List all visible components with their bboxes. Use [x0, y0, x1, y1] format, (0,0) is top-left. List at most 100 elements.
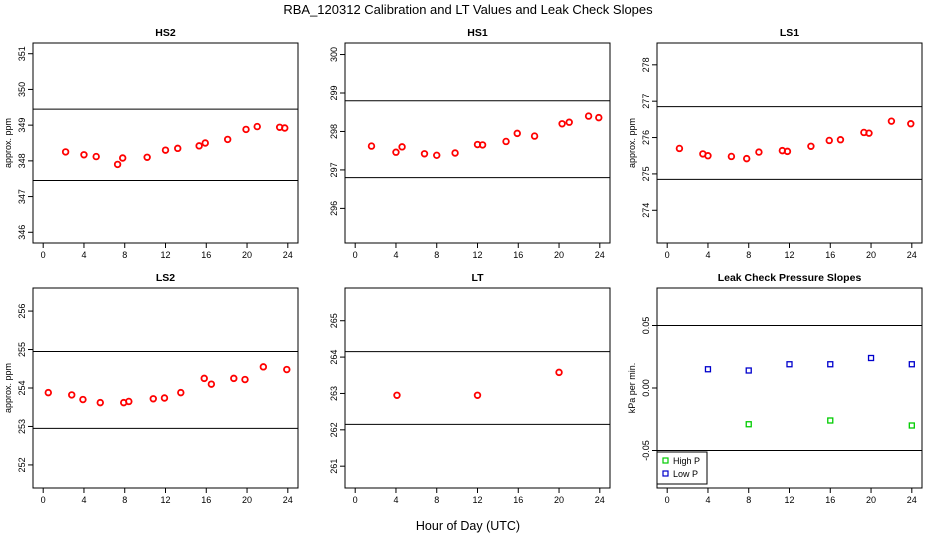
data-point — [908, 361, 915, 368]
y-tick-label: 351 — [17, 46, 27, 61]
data-point — [473, 391, 482, 399]
panel-2: LS1 0 4 8 12 16 20 24 274 275 276 277 278 approx. ppm — [627, 27, 923, 260]
plot-frame — [344, 42, 611, 244]
data-point — [807, 142, 815, 150]
data-point — [125, 397, 133, 406]
data-point — [398, 143, 406, 151]
y-axis-label: approx. ppm — [3, 363, 13, 413]
data-point — [786, 361, 793, 368]
y-tick-label: 265 — [329, 313, 339, 328]
x-tick-label: 0 — [41, 495, 46, 505]
x-tick-label: 16 — [513, 495, 523, 505]
y-tick-label: 264 — [329, 350, 339, 365]
data-point — [584, 112, 593, 120]
data-point — [675, 144, 684, 153]
x-tick-label: 16 — [201, 250, 211, 260]
data-point — [241, 375, 249, 384]
data-point — [783, 147, 792, 156]
y-tick-label: 296 — [329, 201, 339, 216]
panel-4: LT 0 4 8 12 16 20 24 261 262 263 264 265 — [329, 272, 611, 505]
panel-5: Leak Check Pressure Slopes 0 4 8 12 16 20 24 -0.… — [627, 272, 923, 505]
y-tick-label: 297 — [329, 162, 339, 177]
x-tick-label: 24 — [283, 495, 293, 505]
y-tick-label: 253 — [17, 419, 27, 434]
data-point — [200, 374, 208, 383]
plot-frame — [656, 42, 923, 244]
y-tick-label: 0.00 — [641, 379, 651, 397]
data-point — [595, 113, 603, 122]
data-point — [174, 144, 182, 153]
plot-frame — [344, 287, 611, 489]
data-point — [259, 363, 268, 371]
x-tick-label: 12 — [160, 495, 170, 505]
y-tick-label: 347 — [17, 189, 27, 204]
x-tick-label: 12 — [784, 495, 794, 505]
x-tick-label: 0 — [41, 250, 46, 260]
x-tick-label: 24 — [907, 250, 917, 260]
legend-marker — [662, 470, 669, 477]
data-point — [113, 160, 122, 169]
data-point — [230, 374, 238, 383]
y-tick-label: 350 — [17, 82, 27, 97]
x-tick-label: 24 — [595, 495, 605, 505]
data-point — [755, 148, 763, 156]
legend-marker — [662, 457, 669, 464]
data-point — [827, 361, 834, 368]
data-point — [143, 153, 151, 161]
data-point — [283, 365, 291, 374]
data-point — [745, 367, 752, 374]
y-tick-label: 278 — [641, 57, 651, 72]
x-tick-label: 8 — [746, 250, 751, 260]
panel-1: HS1 0 4 8 12 16 20 24 296 297 298 299 300 — [329, 27, 611, 260]
data-point — [420, 150, 429, 158]
panel-3: LS2 0 4 8 12 16 20 24 252 253 254 255 256 approx. ppm — [3, 272, 299, 505]
x-tick-label: 4 — [81, 495, 86, 505]
data-point — [827, 417, 834, 424]
x-tick-label: 20 — [242, 250, 252, 260]
data-point — [555, 368, 563, 377]
data-point — [865, 129, 873, 137]
data-point — [908, 422, 915, 429]
data-point — [253, 122, 261, 131]
x-tick-label: 16 — [513, 250, 523, 260]
data-point — [478, 141, 487, 149]
x-tick-label: 12 — [784, 250, 794, 260]
x-tick-label: 0 — [353, 495, 358, 505]
y-tick-label: 348 — [17, 153, 27, 168]
x-tick-label: 16 — [825, 250, 835, 260]
data-point — [392, 148, 400, 156]
legend-box — [656, 451, 708, 485]
y-tick-label: -0.05 — [641, 440, 651, 461]
x-tick-label: 24 — [283, 250, 293, 260]
data-point — [704, 366, 712, 373]
x-tick-label: 20 — [554, 250, 564, 260]
x-tick-label: 24 — [595, 250, 605, 260]
figure-title: RBA_120312 Calibration and LT Values and… — [283, 2, 653, 17]
data-point — [836, 136, 845, 144]
x-tick-label: 24 — [907, 495, 917, 505]
x-tick-label: 8 — [434, 495, 439, 505]
data-point — [92, 152, 100, 161]
y-axis-label: approx. ppm — [3, 118, 13, 168]
data-point — [242, 125, 250, 134]
y-tick-label: 274 — [641, 203, 651, 218]
y-tick-label: 252 — [17, 457, 27, 472]
y-axis-label: kPa per min. — [627, 363, 637, 414]
data-point — [393, 391, 401, 399]
data-point — [149, 395, 157, 403]
y-tick-label: 275 — [641, 166, 651, 181]
x-tick-label: 4 — [705, 250, 710, 260]
y-tick-label: 299 — [329, 85, 339, 100]
data-point — [160, 394, 169, 402]
data-point — [79, 395, 87, 404]
x-tick-label: 0 — [353, 250, 358, 260]
y-tick-label: 256 — [17, 304, 27, 319]
x-tick-label: 20 — [866, 495, 876, 505]
y-tick-label: 262 — [329, 422, 339, 437]
y-tick-label: 349 — [17, 118, 27, 133]
data-point — [96, 398, 104, 407]
data-point — [80, 151, 88, 159]
data-point — [223, 135, 232, 144]
x-tick-label: 20 — [554, 495, 564, 505]
